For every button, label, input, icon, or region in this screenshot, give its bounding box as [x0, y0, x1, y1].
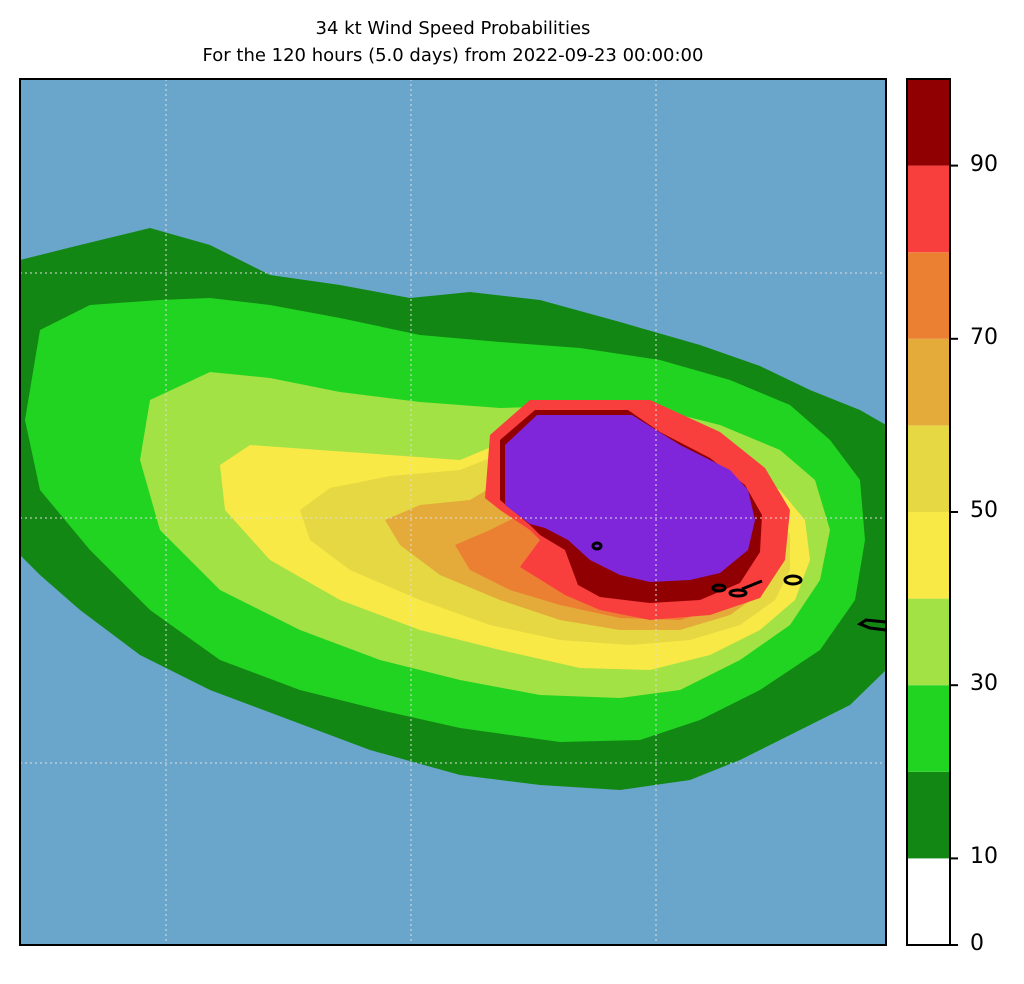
map-frame [19, 78, 887, 946]
colorbar-tick-label: 90 [970, 151, 998, 177]
coastline [591, 541, 887, 632]
colorbar-tick-label: 0 [970, 931, 984, 956]
colorbar-segment [907, 338, 950, 426]
colorbar-tick-label: 10 [970, 844, 998, 870]
map-gridlines [20, 79, 886, 945]
contour-90-100 [505, 415, 755, 582]
island [741, 579, 763, 591]
colorbar-segment [907, 598, 950, 686]
island [591, 541, 603, 551]
colorbar-segment [907, 512, 950, 599]
colorbar-segment [907, 425, 950, 512]
colorbar [907, 79, 950, 945]
colorbar-tick-label: 50 [970, 498, 998, 523]
island [783, 574, 803, 586]
chart-title: 34 kt Wind Speed Probabilities [315, 18, 591, 39]
colorbar-segment [907, 685, 950, 772]
island [711, 583, 727, 593]
probability-contours [20, 228, 886, 790]
colorbar-segment [907, 771, 950, 859]
colorbar-ticks [950, 164, 958, 946]
colorbar-segment [907, 858, 950, 945]
colorbar-tick-label: 70 [970, 324, 998, 350]
island [728, 588, 748, 598]
colorbar-tick-label: 30 [970, 671, 998, 697]
colorbar-segment [907, 252, 950, 339]
chart-subtitle: For the 120 hours (5.0 days) from 2022-0… [202, 45, 704, 66]
colorbar-segment [907, 79, 950, 166]
island [856, 618, 887, 632]
colorbar-segment [907, 165, 950, 253]
